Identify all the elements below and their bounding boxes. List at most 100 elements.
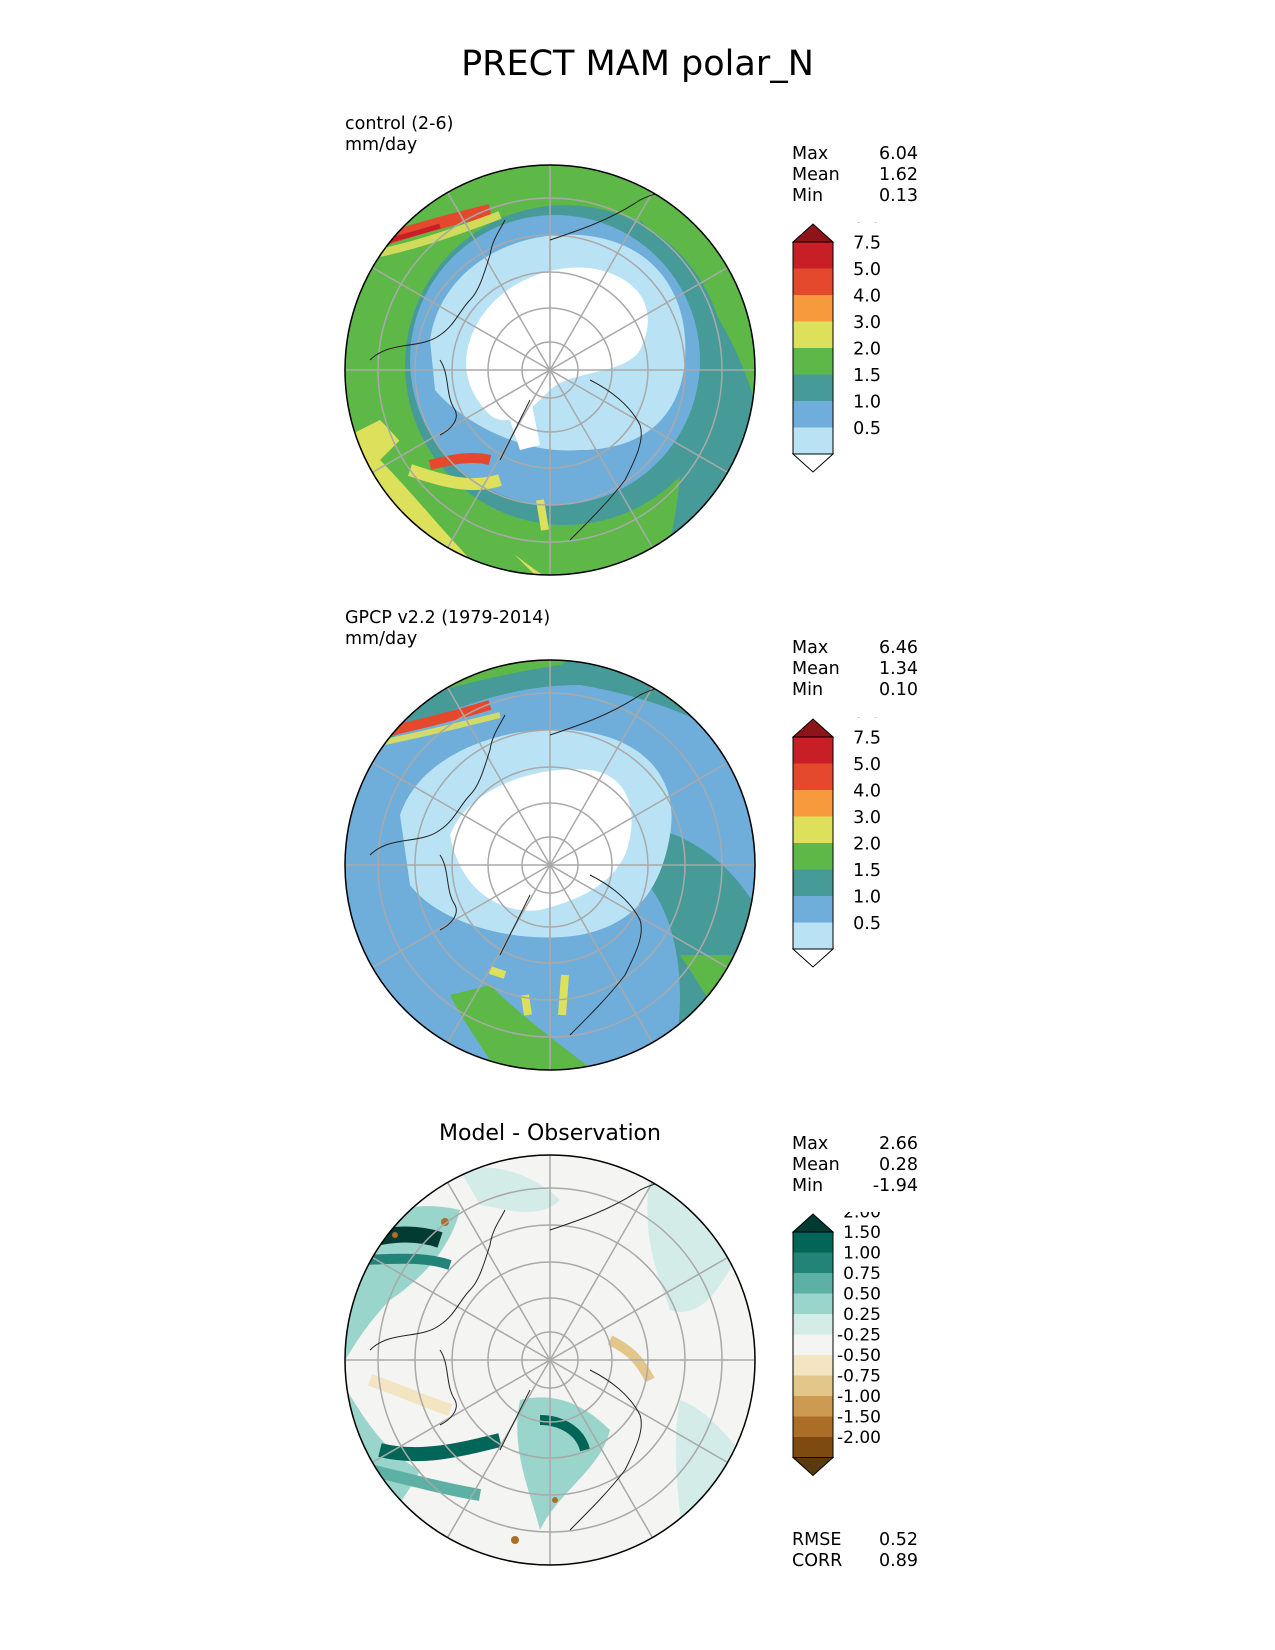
stat-value: 0.10 — [879, 680, 918, 700]
colorbar-segment — [793, 348, 833, 375]
colorbar-tick-label: 0.5 — [853, 914, 881, 934]
test-colorbar: 0.5 1.0 1.5 2.0 3.0 4.0 5.0 7.5 10.0 — [791, 222, 881, 473]
test-gridlines — [345, 165, 755, 575]
colorbar-segment — [793, 427, 833, 454]
colorbar-tick-label: 1.00 — [843, 1244, 881, 1264]
colorbar-tick-label: 7.5 — [853, 728, 881, 748]
colorbar-tick-label: 2.0 — [853, 339, 881, 359]
colorbar-tick-label: 0.75 — [843, 1264, 881, 1284]
colorbar-extend-max — [791, 223, 835, 243]
test-title: control (2-6) — [345, 114, 454, 134]
colorbar-segment — [793, 374, 833, 401]
stat-value: 0.13 — [879, 186, 918, 206]
diff-gridlines — [345, 1155, 755, 1565]
colorbar-segment — [793, 1355, 833, 1376]
stat-value: 0.28 — [879, 1155, 918, 1175]
colorbar-segment — [793, 737, 833, 764]
test-stats: Max 6.04 Mean 1.62 Min 0.13 — [792, 144, 918, 207]
colorbar-segment — [793, 1293, 833, 1314]
colorbar-segment — [793, 1375, 833, 1396]
colorbar-tick-label: 10.0 — [842, 222, 881, 227]
stat-value: 1.62 — [879, 165, 918, 185]
colorbar-extend-max — [791, 1213, 835, 1233]
colorbar-segment — [793, 816, 833, 843]
colorbar-segment — [793, 1314, 833, 1335]
colorbar-segment — [793, 401, 833, 428]
colorbar-segment — [793, 1416, 833, 1437]
stat-value: 6.04 — [879, 144, 918, 164]
colorbar-segment — [793, 295, 833, 322]
ref-title: GPCP v2.2 (1979-2014) — [345, 608, 551, 628]
colorbar-extend-min — [791, 1457, 835, 1477]
colorbar-tick-label: 4.0 — [853, 781, 881, 801]
colorbar-segment — [793, 896, 833, 923]
colorbar-segment — [793, 922, 833, 949]
diff-colorbar: -2.00-1.50-1.00-0.75-0.50-0.250.250.500.… — [791, 1212, 881, 1477]
stat-value: -1.94 — [872, 1176, 918, 1196]
stat-value: 6.46 — [879, 638, 918, 658]
colorbar-outline — [792, 1231, 834, 1458]
colorbar-tick-label: 5.0 — [853, 755, 881, 775]
colorbar-tick-label: 3.0 — [853, 808, 881, 828]
colorbar-tick-label: 1.5 — [853, 861, 881, 881]
colorbar-outline — [792, 736, 834, 950]
colorbar-tick-label: 1.5 — [853, 366, 881, 386]
stat-value: 0.52 — [879, 1530, 918, 1550]
test-polar-map — [344, 164, 756, 576]
stat-label: Max — [792, 1134, 829, 1154]
ref-stats: Max 6.46 Mean 1.34 Min 0.10 — [792, 638, 918, 701]
colorbar-segment — [793, 242, 833, 269]
ref-polar-map — [344, 659, 756, 1071]
colorbar-tick-label: 2.00 — [843, 1212, 881, 1223]
colorbar-tick-label: -0.75 — [837, 1367, 881, 1387]
test-map-border — [344, 164, 756, 576]
colorbar-segment — [793, 268, 833, 295]
ref-colorbar: 0.5 1.0 1.5 2.0 3.0 4.0 5.0 7.5 10.0 — [791, 717, 881, 968]
colorbar-tick-label: 1.0 — [853, 887, 881, 907]
colorbar-tick-label: -2.00 — [837, 1428, 881, 1448]
colorbar-tick-label: 4.0 — [853, 286, 881, 306]
stat-label: Mean — [792, 165, 840, 185]
colorbar-extend-min — [791, 948, 835, 968]
colorbar-segment — [793, 869, 833, 896]
colorbar-tick-label: 1.50 — [843, 1223, 881, 1243]
stat-label: Min — [792, 1176, 824, 1196]
colorbar-segment — [793, 763, 833, 790]
colorbar-segment — [793, 1396, 833, 1417]
colorbar-tick-label: 7.5 — [853, 233, 881, 253]
stat-label: Max — [792, 638, 829, 658]
diff-title: Model - Observation — [439, 1121, 661, 1146]
test-units: mm/day — [345, 135, 418, 155]
figure-title: PRECT MAM polar_N — [461, 44, 814, 84]
stat-label: CORR — [792, 1551, 843, 1571]
colorbar-tick-label: 1.0 — [853, 392, 881, 412]
diff-skill-stats: RMSE 0.52 CORR 0.89 — [792, 1530, 918, 1572]
colorbar-tick-label: 0.5 — [853, 419, 881, 439]
stat-label: Mean — [792, 1155, 840, 1175]
ref-map-border — [344, 659, 756, 1071]
colorbar-segment — [793, 321, 833, 348]
colorbar-outline — [792, 241, 834, 455]
colorbar-tick-label: 10.0 — [842, 717, 881, 722]
colorbar-tick-label: -1.50 — [837, 1408, 881, 1428]
colorbar-tick-label: -0.25 — [837, 1326, 881, 1346]
diff-polar-map — [344, 1154, 756, 1566]
colorbar-tick-label: 2.0 — [853, 834, 881, 854]
diff-stats: Max 2.66 Mean 0.28 Min -1.94 — [792, 1134, 918, 1197]
ref-units: mm/day — [345, 629, 418, 649]
stat-label: Min — [792, 680, 824, 700]
ref-gridlines — [345, 660, 755, 1070]
colorbar-tick-label: 3.0 — [853, 313, 881, 333]
stat-label: Min — [792, 186, 824, 206]
colorbar-tick-label: 5.0 — [853, 260, 881, 280]
colorbar-segment — [793, 843, 833, 870]
stat-value: 1.34 — [879, 659, 918, 679]
stat-label: Mean — [792, 659, 840, 679]
colorbar-tick-label: 0.25 — [843, 1305, 881, 1325]
colorbar-segment — [793, 1437, 833, 1458]
colorbar-segment — [793, 1232, 833, 1253]
stat-label: Max — [792, 144, 829, 164]
stat-value: 2.66 — [879, 1134, 918, 1154]
colorbar-tick-label: -0.50 — [837, 1346, 881, 1366]
colorbar-segment — [793, 1273, 833, 1294]
